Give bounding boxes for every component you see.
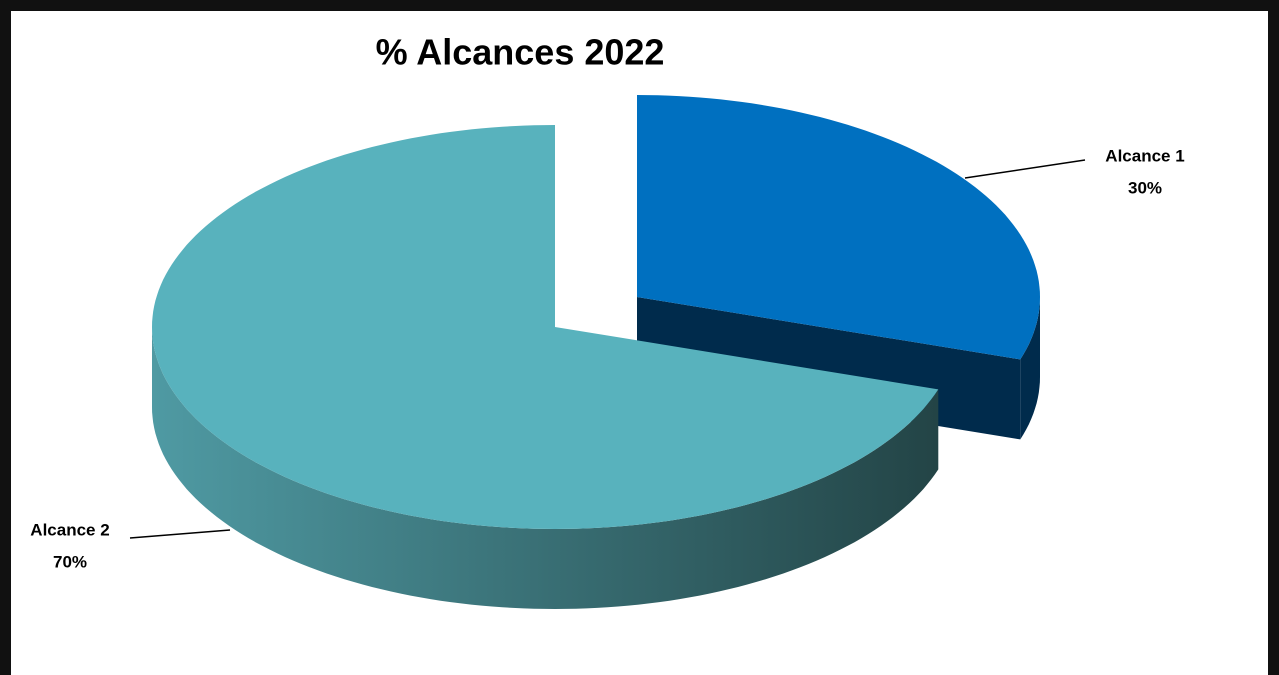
slice-value-label: 30%	[1128, 178, 1162, 197]
slice	[637, 95, 1040, 360]
leader-line	[964, 159, 1086, 179]
slice-label: Alcance 2	[30, 520, 109, 539]
slice-side	[1020, 297, 1040, 440]
leader-line	[129, 529, 231, 539]
chart-title: % Alcances 2022	[376, 32, 665, 73]
slice-value-label: 70%	[53, 552, 87, 571]
slice	[152, 125, 939, 529]
slice-side	[152, 327, 939, 609]
labels: Alcance 1 30% Alcance 2 70%	[30, 146, 1184, 571]
pie	[152, 95, 1040, 609]
slice-label: Alcance 1	[1105, 146, 1184, 165]
